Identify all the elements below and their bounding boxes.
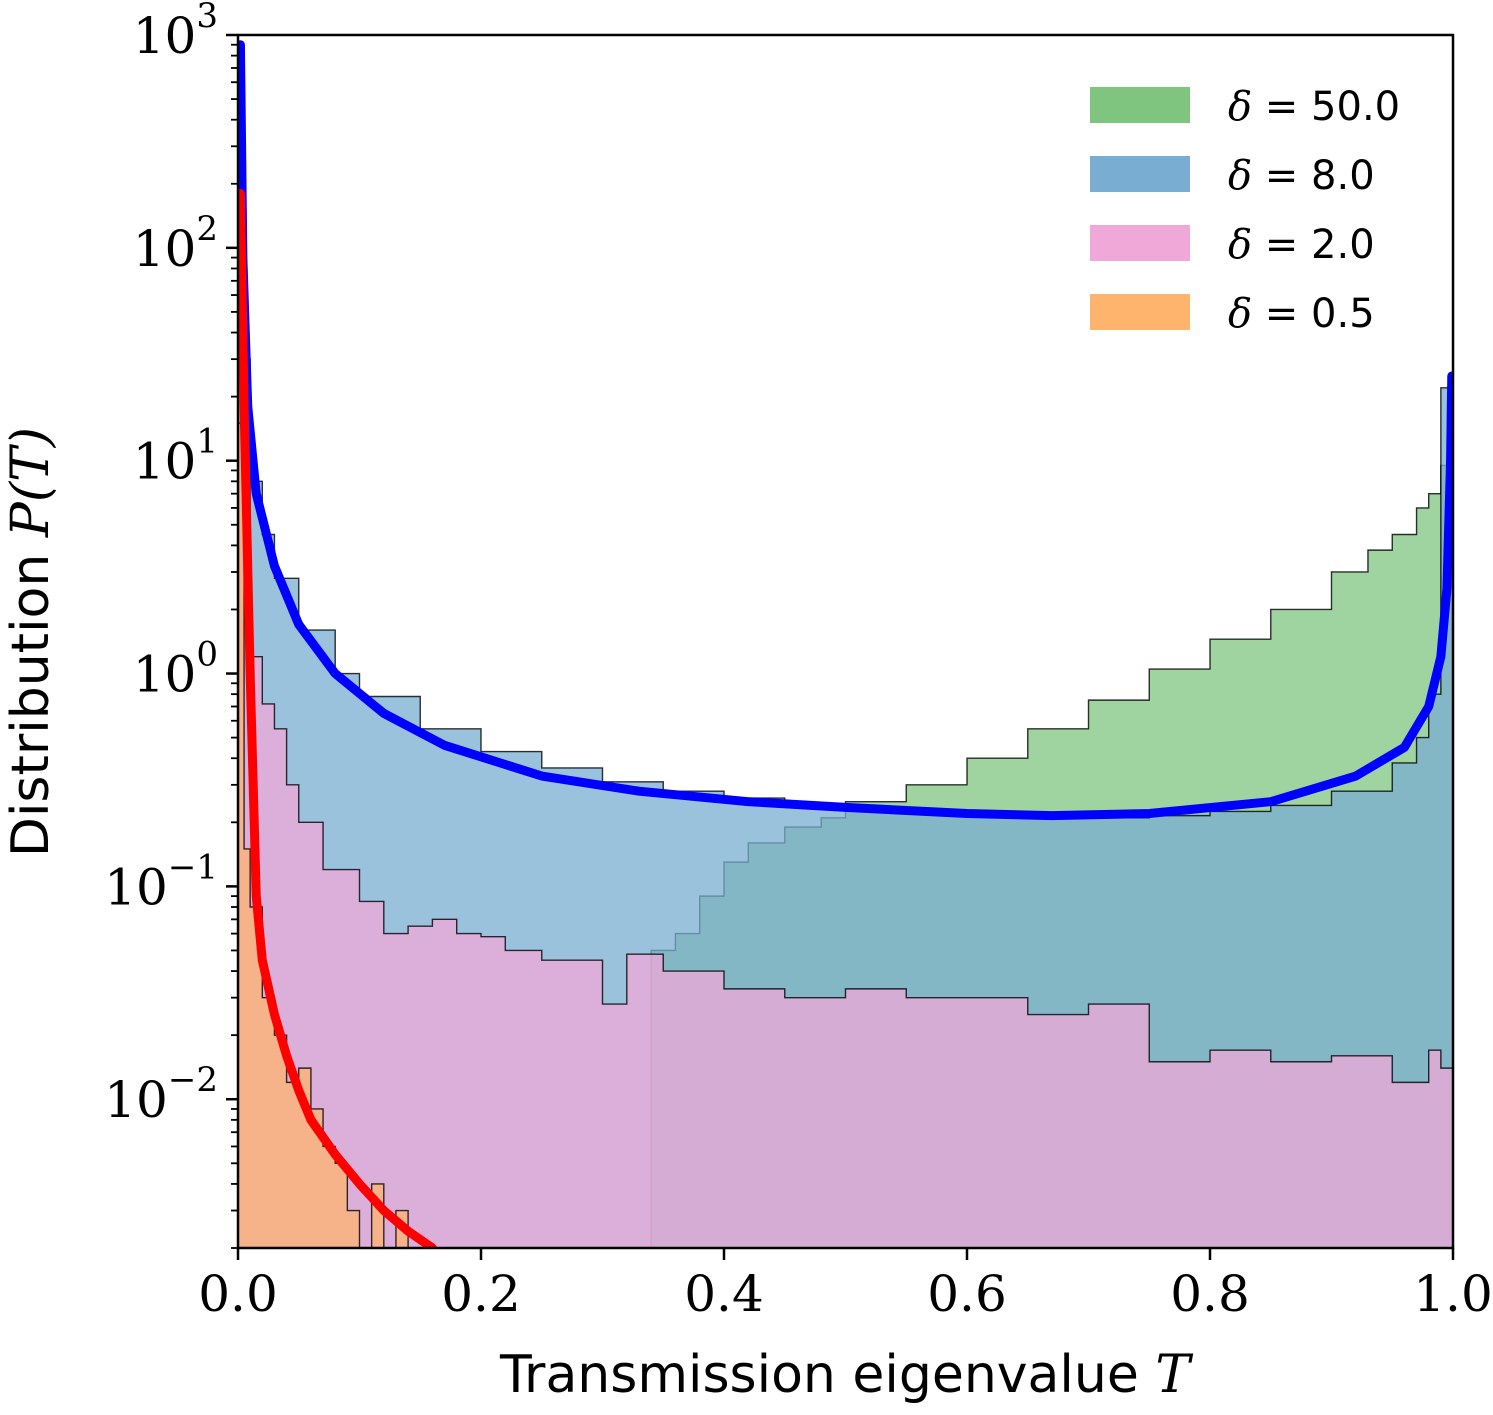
legend-label-delta-50: δ = 50.0	[1228, 84, 1400, 130]
theory-curve-blue	[238, 40, 1453, 821]
y-axis-label-text: Distribution	[1, 537, 61, 857]
x-tick-label: 0.4	[684, 1265, 764, 1323]
legend-swatch-delta-8	[1090, 156, 1190, 192]
x-tick-label: 0.0	[198, 1265, 278, 1323]
x-axis-label: Transmission eigenvalue T	[499, 1345, 1193, 1405]
legend-item-delta-8: δ = 8.0	[1090, 153, 1375, 199]
x-axis-label-text: Transmission eigenvalue	[499, 1345, 1155, 1405]
y-tick-label: 101	[133, 422, 218, 491]
y-axis-ticks: 103 102 101 100 10−1 10−2	[104, 0, 238, 1249]
legend-swatch-delta-0-5	[1090, 294, 1190, 330]
y-tick-label: 102	[133, 209, 218, 278]
histogram-delta-2	[238, 375, 1453, 1248]
theory-curve-red	[238, 189, 437, 1248]
y-tick-label: 10−1	[104, 847, 218, 916]
y-axis-label-variable: P(T)	[1, 427, 61, 538]
legend-swatch-delta-2	[1090, 225, 1190, 261]
y-tick-label: 103	[133, 0, 218, 65]
x-tick-label: 0.8	[1170, 1265, 1250, 1323]
x-tick-label: 0.6	[927, 1265, 1007, 1323]
x-tick-label: 0.2	[441, 1265, 521, 1323]
y-axis-label: Distribution P(T)	[1, 427, 61, 857]
legend-item-delta-50: δ = 50.0	[1090, 84, 1400, 130]
y-tick-label: 10−2	[104, 1060, 218, 1129]
y-tick-label: 100	[133, 635, 218, 704]
plot-frame	[236, 33, 1455, 1250]
legend-label-delta-2: δ = 2.0	[1228, 222, 1375, 268]
x-axis-ticks: 0.0 0.2 0.4 0.6 0.8 1.0	[198, 1248, 1493, 1323]
x-axis-label-variable: T	[1155, 1345, 1193, 1405]
x-tick-label: 1.0	[1413, 1265, 1493, 1323]
theory-curve-layer	[238, 40, 1453, 1248]
legend-item-delta-2: δ = 2.0	[1090, 222, 1375, 268]
legend: δ = 50.0 δ = 8.0 δ = 2.0 δ = 0.5	[1090, 84, 1400, 337]
legend-label-delta-8: δ = 8.0	[1228, 153, 1375, 199]
legend-label-delta-0-5: δ = 0.5	[1228, 291, 1375, 337]
legend-item-delta-0-5: δ = 0.5	[1090, 291, 1375, 337]
legend-swatch-delta-50	[1090, 87, 1190, 123]
